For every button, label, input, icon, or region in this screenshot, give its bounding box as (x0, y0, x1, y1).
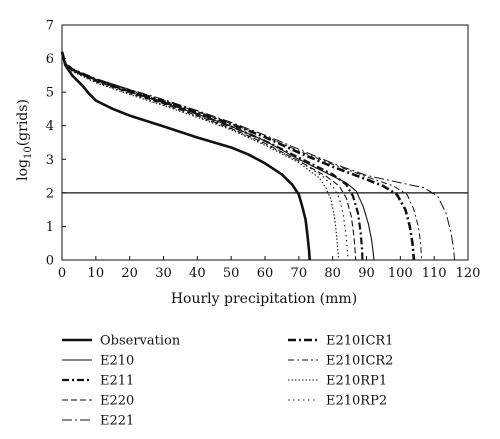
x-tick-label: 30 (155, 266, 172, 281)
x-tick-label: 40 (189, 266, 206, 281)
legend-label-e220: E220 (100, 394, 134, 409)
y-tick-label: 2 (46, 186, 54, 201)
x-tick-label: 120 (456, 266, 481, 281)
series-line-e221 (61, 51, 455, 261)
y-tick-label: 3 (46, 153, 54, 168)
series-line-observation (60, 51, 311, 261)
legend-label-e210icr2: E210ICR2 (326, 354, 393, 369)
plot-area (60, 24, 469, 261)
x-tick-label: 100 (388, 266, 413, 281)
legend: Observation E210 E211 E220 E221 E210ICR1 E210I… (62, 334, 393, 429)
legend-label-e210: E210 (100, 354, 134, 369)
y-axis: 0 1 2 3 4 5 6 7 (46, 19, 66, 269)
x-tick-label: 80 (324, 266, 341, 281)
series-line-e210icr2 (61, 51, 423, 261)
x-tick-label: 90 (358, 266, 375, 281)
x-tick-label: 20 (121, 266, 138, 281)
series-line-e210icr1 (60, 51, 416, 261)
y-tick-label: 6 (46, 52, 54, 67)
y-tick-label: 0 (46, 254, 54, 269)
legend-label-e210rp1: E210RP1 (326, 374, 387, 389)
x-axis-title: Hourly precipitation (mm) (171, 291, 357, 307)
y-tick-label: 4 (46, 119, 54, 134)
x-tick-label: 0 (58, 266, 66, 281)
y-tick-label: 5 (46, 86, 54, 101)
series-line-e220 (61, 51, 357, 261)
legend-label-observation: Observation (100, 334, 181, 349)
x-tick-label: 60 (257, 266, 274, 281)
legend-label-e221: E221 (100, 414, 134, 429)
y-tick-label: 1 (46, 220, 54, 235)
series-line-e210rp1 (61, 51, 339, 261)
plot-frame (61, 24, 469, 261)
x-tick-label: 70 (291, 266, 308, 281)
legend-label-e210rp2: E210RP2 (326, 394, 387, 409)
x-axis: 0 10 20 30 40 50 60 70 80 90 100 110 120 (58, 256, 481, 281)
x-tick-label: 50 (223, 266, 240, 281)
legend-label-e210icr1: E210ICR1 (326, 334, 393, 349)
y-axis-title: log10(grids) (15, 99, 34, 181)
x-tick-label: 110 (422, 266, 447, 281)
x-tick-label: 10 (88, 266, 105, 281)
series-line-e211 (60, 51, 364, 261)
y-tick-label: 7 (46, 19, 54, 34)
legend-label-e211: E211 (100, 374, 134, 389)
